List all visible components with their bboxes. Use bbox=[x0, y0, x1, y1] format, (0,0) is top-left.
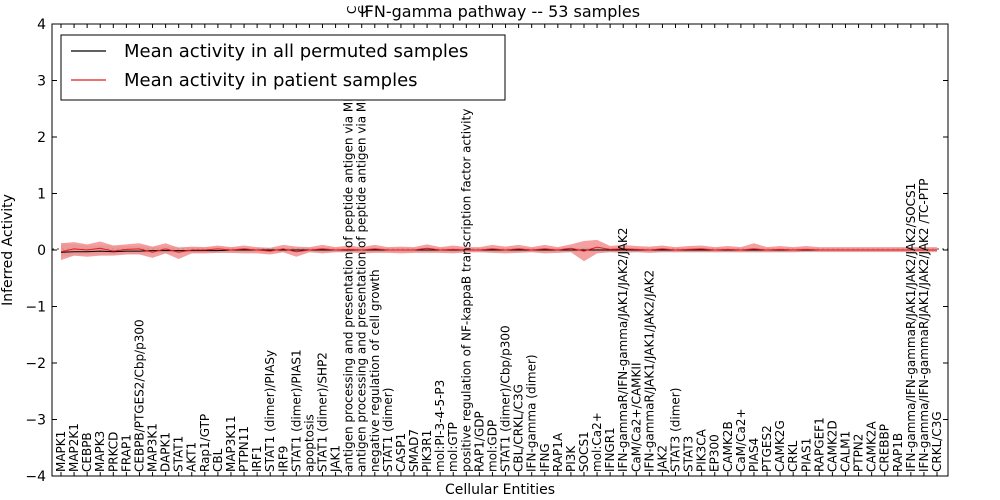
legend-box bbox=[60, 34, 506, 101]
x-category-label: STAT3 (dimer) bbox=[669, 388, 683, 472]
x-category-label: CAMK2B bbox=[721, 421, 735, 472]
x-category-label: SOCS1 bbox=[577, 431, 591, 472]
x-category-label: IFN-gamma (dimer) bbox=[525, 354, 539, 472]
x-category-label: CREBBP bbox=[878, 424, 892, 472]
x-category-label: CALM1 bbox=[838, 431, 852, 472]
x-category-label: mol:GTP bbox=[446, 422, 460, 472]
x-category-label: MAP3K1 bbox=[146, 423, 160, 472]
line-layer bbox=[60, 246, 937, 253]
x-category-label: PI3K bbox=[564, 445, 578, 472]
chart-title: IFN-gamma pathway -- 53 samples bbox=[360, 2, 640, 21]
x-category-label: MAP3K11 bbox=[224, 415, 238, 472]
x-category-label: CAMK2A bbox=[865, 421, 879, 472]
x-category-label: MAPK3 bbox=[93, 431, 107, 472]
x-category-label: CBL/CRKL/C3G bbox=[512, 384, 526, 472]
x-category-label: STAT1 (dimer) bbox=[381, 388, 395, 472]
x-category-label: IRF1 bbox=[250, 446, 264, 472]
x-category-label: AKT1 bbox=[185, 442, 199, 472]
overflow-labels: CC bbox=[345, 6, 370, 14]
x-category-label: STAT1 (dimer)/PIASy bbox=[263, 350, 277, 472]
x-category-label: STAT1 (dimer)/PIAS1 bbox=[289, 349, 303, 472]
x-category-label: FRAP1 bbox=[119, 434, 133, 472]
x-category-label: RAPGEF1 bbox=[812, 417, 826, 472]
y-tick-label: −3 bbox=[25, 413, 46, 429]
overflow-label: C bbox=[356, 6, 370, 14]
x-category-label: mol:Ca2+ bbox=[590, 412, 604, 472]
y-tick-label: 2 bbox=[37, 130, 46, 146]
x-category-label: IFN-gamma/IFN-gammaR/JAK1/JAK2/JAK2/SOCS… bbox=[904, 183, 918, 472]
x-category-label: apoptosis bbox=[302, 414, 316, 472]
x-category-label: CBL bbox=[211, 448, 225, 472]
y-tick-label: 3 bbox=[37, 74, 46, 90]
x-category-label: SMAD7 bbox=[407, 429, 421, 472]
x-category-label: STAT1 (dimer)/SHP2 bbox=[315, 352, 329, 472]
x-category-label: antigen processing and presentation of p… bbox=[355, 40, 369, 472]
x-category-label: IFN-gammaR/JAK1/JAK1/JAK2/JAK2 bbox=[642, 270, 656, 472]
x-category-label: Rap1/GTP bbox=[198, 414, 212, 472]
x-category-label: CAMK2G bbox=[773, 420, 787, 472]
x-category-label: JAK1 bbox=[329, 445, 343, 473]
x-category-label: RAP1B bbox=[891, 433, 905, 472]
x-category-label: CaM/Ca2+/CAMKII bbox=[629, 363, 643, 472]
x-category-label: EP300 bbox=[708, 434, 722, 472]
legend-label-patient: Mean activity in patient samples bbox=[124, 70, 418, 91]
x-category-label: mol:GDP bbox=[485, 420, 499, 472]
x-category-label: STAT1 bbox=[172, 436, 186, 472]
x-category-label: STAT1 (dimer)/Cbp/p300 bbox=[499, 325, 513, 472]
x-category-label: MAP2K1 bbox=[67, 423, 81, 472]
x-category-label: CRKL bbox=[786, 440, 800, 472]
x-category-label: DAPK1 bbox=[159, 432, 173, 472]
x-category-label: RAP1A bbox=[551, 432, 565, 472]
x-category-label: negative regulation of cell growth bbox=[368, 269, 382, 472]
x-category-label: PTGES2 bbox=[760, 425, 774, 472]
x-category-label: PTPN11 bbox=[237, 426, 251, 472]
x-category-label: PIK3CA bbox=[695, 428, 709, 472]
patient-band bbox=[61, 239, 937, 262]
y-tick-label: 1 bbox=[37, 187, 46, 203]
category-labels: MAPK1 MAP2K1 CEBPB MAPK3 PRKCD FRAP1 CEBPB/PTG… bbox=[54, 40, 944, 473]
x-category-label: PTPN2 bbox=[852, 434, 866, 472]
x-category-label: mol:PI-3-4-5-P3 bbox=[433, 380, 447, 472]
x-category-label: PIAS1 bbox=[799, 438, 813, 472]
x-category-label: MAPK1 bbox=[54, 431, 68, 472]
x-axis-label: Cellular Entities bbox=[445, 482, 555, 498]
x-category-label: positive regulation of NF-kappaB transcr… bbox=[459, 109, 473, 472]
x-category-label: IFN-gammaR/IFN-gamma/JAK1/JAK2/JAK2 bbox=[616, 227, 630, 472]
y-axis-ticks: 4 3 2 1 0 −1 −2 −3 −4 bbox=[25, 17, 948, 485]
overflow-label: C bbox=[345, 6, 359, 14]
x-category-label: CEBPB bbox=[80, 432, 94, 472]
x-category-label: IRF9 bbox=[276, 446, 290, 472]
x-category-label: CASP1 bbox=[394, 433, 408, 472]
x-category-label: IFN-gamma/IFN-gammaR/JAK1/JAK2/JAK2 /TC-… bbox=[917, 178, 931, 472]
x-category-label: IFNGR1 bbox=[603, 427, 617, 472]
x-category-label: IFNG bbox=[538, 443, 552, 472]
x-category-label: PIK3R1 bbox=[420, 430, 434, 472]
patient-mean-line bbox=[60, 246, 937, 253]
legend: Mean activity in all permuted samples Me… bbox=[60, 34, 506, 101]
x-category-label: antigen processing and presentation of p… bbox=[342, 43, 356, 472]
x-category-label: CEBPB/PTGES2/Cbp/p300 bbox=[132, 319, 146, 472]
y-tick-label: −4 bbox=[25, 469, 46, 485]
y-tick-label: −1 bbox=[25, 300, 46, 316]
y-tick-label: 4 bbox=[37, 17, 46, 33]
y-tick-label: 0 bbox=[37, 243, 46, 259]
x-category-label: CAMK2D bbox=[825, 420, 839, 472]
y-tick-label: −2 bbox=[25, 356, 46, 372]
x-axis-ticks bbox=[60, 24, 938, 476]
x-category-label: RAP1/GDP bbox=[472, 411, 486, 472]
x-category-label: STAT3 bbox=[682, 436, 696, 472]
y-axis-label: Inferred Activity bbox=[0, 194, 16, 306]
x-category-label: JAK2 bbox=[655, 445, 669, 473]
x-category-label: PRKCD bbox=[106, 432, 120, 472]
x-category-label: CRKL/C3G bbox=[930, 411, 944, 472]
legend-label-permuted: Mean activity in all permuted samples bbox=[124, 41, 468, 62]
x-category-label: CaM/Ca2+ bbox=[734, 408, 748, 472]
x-category-label: PIAS4 bbox=[747, 438, 761, 472]
